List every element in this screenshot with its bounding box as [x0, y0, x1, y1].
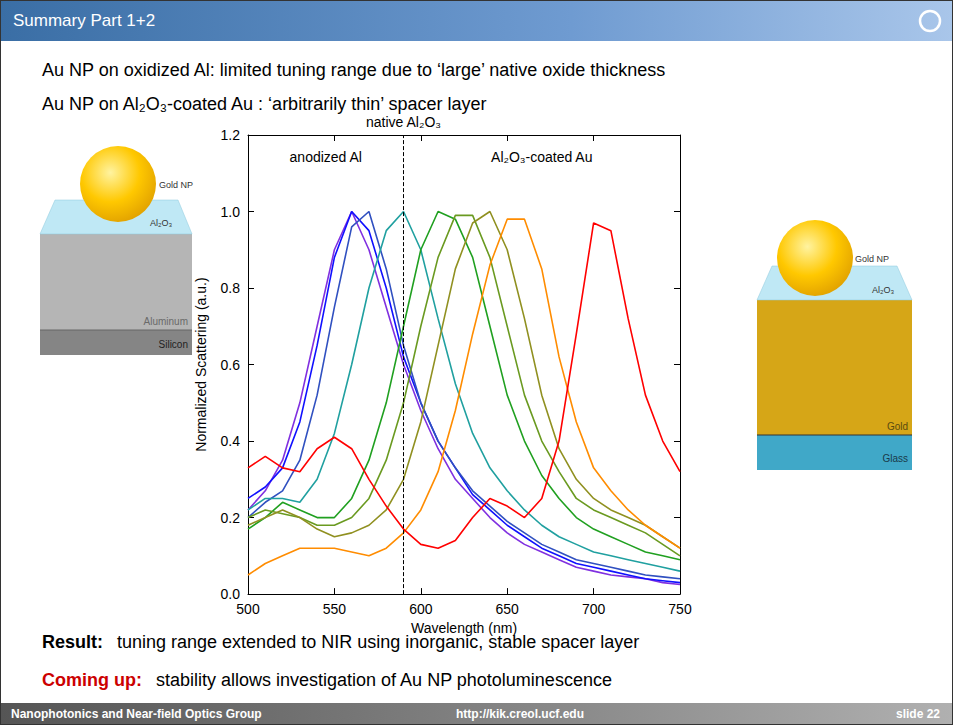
html-text:Au NP on Al₂O₃-coated Au : ‘ar: Au NP on Al₂O₃-coated Au : ‘arbitrarily … — [42, 94, 487, 114]
svg-text:500: 500 — [236, 601, 260, 617]
svg-text:Normalized Scattering (a.u.): Normalized Scattering (a.u.) — [193, 277, 209, 451]
svg-text:Al₂O₃: Al₂O₃ — [872, 285, 894, 295]
svg-text:Silicon: Silicon — [159, 339, 188, 350]
html-text:slide 22: slide 22 — [896, 707, 940, 721]
svg-text:Aluminum: Aluminum — [144, 316, 188, 327]
html-text:Nanophotonics and Near-field O: Nanophotonics and Near-field Optics Grou… — [11, 707, 262, 721]
svg-text:Gold NP: Gold NP — [159, 180, 193, 190]
svg-text:Gold: Gold — [887, 421, 908, 432]
svg-text:0.8: 0.8 — [221, 280, 241, 296]
svg-text:0.4: 0.4 — [221, 433, 241, 449]
svg-text:Al₂O₃-coated Au: Al₂O₃-coated Au — [491, 149, 592, 165]
html-text:Au NP on oxidized Al: limited: Au NP on oxidized Al: limited tuning ran… — [42, 60, 666, 80]
svg-text:650: 650 — [496, 601, 520, 617]
svg-text:550: 550 — [323, 601, 347, 617]
html-text:tuning range extended to NIR u: tuning range extended to NIR using inorg… — [117, 632, 640, 652]
html-text:Summary Part 1+2: Summary Part 1+2 — [13, 11, 156, 30]
svg-text:Wavelength (nm): Wavelength (nm) — [411, 620, 517, 636]
html-text:Result:: Result: — [42, 632, 103, 652]
html-text:stability allows investigation: stability allows investigation of Au NP … — [156, 670, 612, 690]
svg-text:600: 600 — [409, 601, 433, 617]
svg-text:0.6: 0.6 — [221, 357, 241, 373]
svg-text:0.0: 0.0 — [221, 586, 241, 602]
svg-text:750: 750 — [668, 601, 692, 617]
svg-text:native Al₂O₃: native Al₂O₃ — [366, 114, 441, 130]
svg-text:700: 700 — [582, 601, 606, 617]
svg-text:0.2: 0.2 — [221, 510, 241, 526]
svg-text:Gold NP: Gold NP — [855, 254, 889, 264]
svg-text:anodized Al: anodized Al — [290, 149, 362, 165]
html-text:Coming up:: Coming up: — [42, 670, 142, 690]
svg-text:1.0: 1.0 — [221, 204, 241, 220]
svg-text:Glass: Glass — [882, 453, 908, 464]
svg-text:1.2: 1.2 — [221, 127, 241, 143]
svg-text:Al₂O₃: Al₂O₃ — [150, 218, 172, 228]
html-text:http://kik.creol.ucf.edu: http://kik.creol.ucf.edu — [456, 707, 584, 721]
